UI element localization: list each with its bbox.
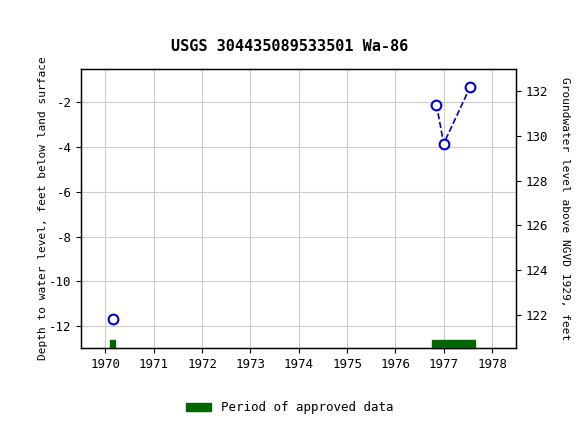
Bar bbox=[110, 341, 115, 348]
Y-axis label: Groundwater level above NGVD 1929, feet: Groundwater level above NGVD 1929, feet bbox=[560, 77, 570, 340]
Bar bbox=[432, 341, 475, 348]
Text: USGS 304435089533501 Wa-86: USGS 304435089533501 Wa-86 bbox=[171, 39, 409, 54]
Text: ▒USGS: ▒USGS bbox=[9, 13, 63, 34]
Y-axis label: Depth to water level, feet below land surface: Depth to water level, feet below land su… bbox=[38, 57, 48, 360]
Legend: Period of approved data: Period of approved data bbox=[181, 396, 399, 419]
